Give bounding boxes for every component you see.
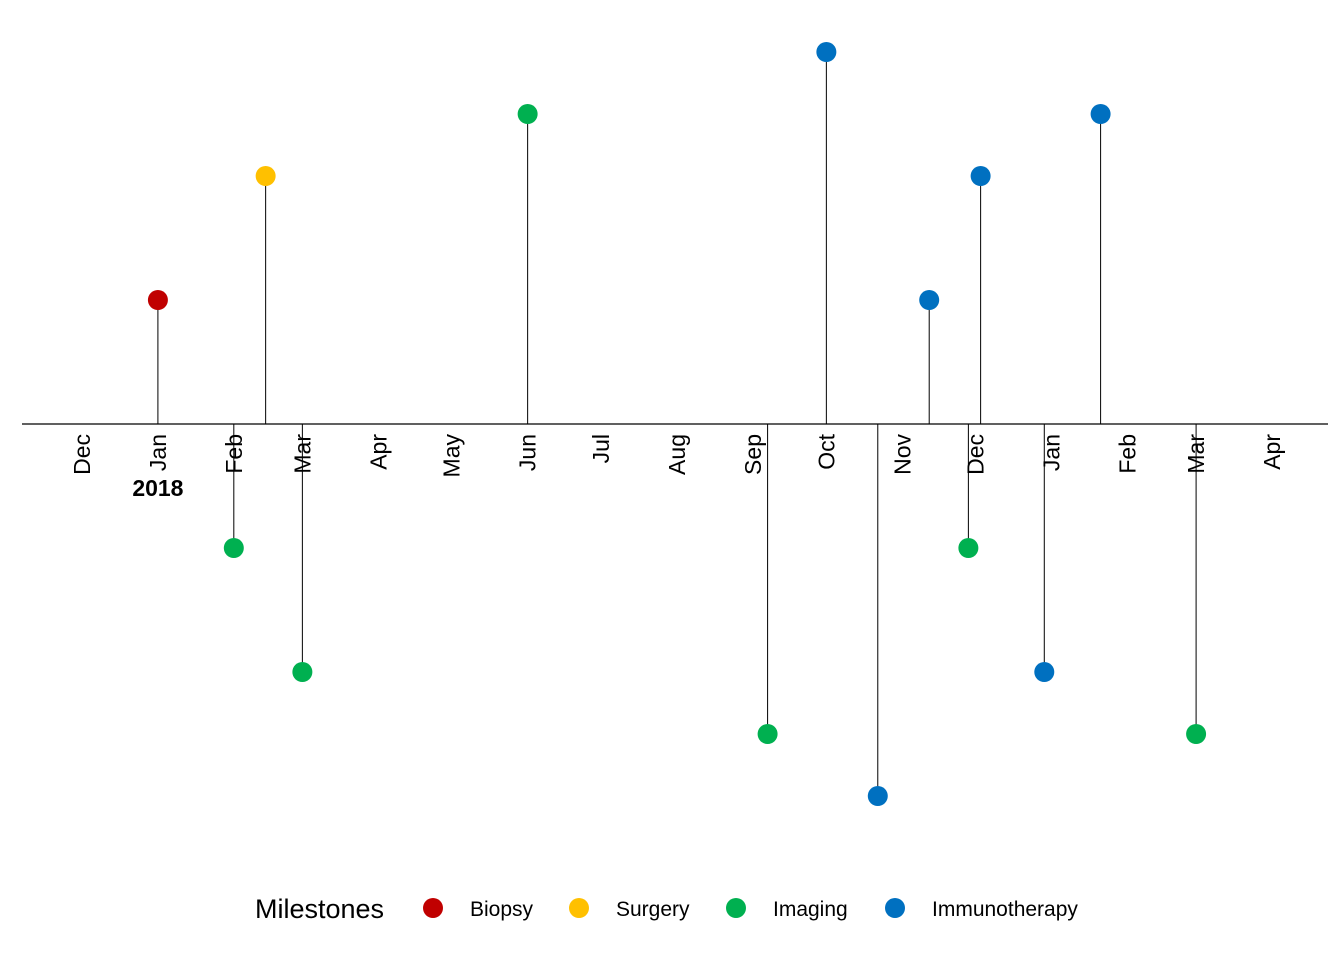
legend-swatch-surgery <box>569 898 589 918</box>
month-tick-label: Dec <box>963 434 989 475</box>
legend: Milestones Biopsy Surgery Imaging Immunothe… <box>255 894 1078 924</box>
event-point-imaging <box>223 538 244 558</box>
month-tick-label: Nov <box>889 434 915 475</box>
event-point-surgery <box>255 166 276 186</box>
legend-items: Biopsy Surgery Imaging Immunotherapy <box>423 898 1078 921</box>
month-tick-label: Sep <box>740 434 766 475</box>
legend-swatch-imaging <box>726 898 746 918</box>
legend-label-imaging: Imaging <box>773 898 848 921</box>
event-point-immunotherapy <box>816 42 837 62</box>
event-point-immunotherapy <box>970 166 991 186</box>
event-point-imaging <box>958 538 979 558</box>
month-tick-label: Mar <box>289 434 315 474</box>
month-tick-label: Dec <box>69 434 95 475</box>
month-tick-label: Oct <box>813 433 839 469</box>
event-point-imaging <box>757 724 778 744</box>
event-point-imaging <box>292 662 313 682</box>
event-point-immunotherapy <box>1034 662 1055 682</box>
legend-title: Milestones <box>255 894 384 924</box>
month-tick-label: May <box>439 434 465 478</box>
event-point-immunotherapy <box>867 786 888 806</box>
month-tick-label: Feb <box>1115 434 1141 474</box>
event-point-immunotherapy <box>1090 104 1111 124</box>
legend-label-biopsy: Biopsy <box>470 898 534 921</box>
event-stems <box>157 52 1197 796</box>
month-tick-label: Jan <box>145 434 171 471</box>
event-point-biopsy <box>147 290 168 310</box>
month-tick-label: Jul <box>588 434 614 463</box>
month-tick-label: Jan <box>1039 434 1065 471</box>
year-label: 2018 <box>132 475 183 501</box>
month-tick-label: Aug <box>664 434 690 475</box>
event-points <box>147 42 1207 806</box>
event-point-imaging <box>517 104 538 124</box>
month-tick-label: Feb <box>221 434 247 474</box>
legend-label-immunotherapy: Immunotherapy <box>932 898 1078 921</box>
legend-swatch-biopsy <box>423 898 443 918</box>
year-labels: 2018 <box>132 475 183 501</box>
legend-label-surgery: Surgery <box>616 898 690 921</box>
month-tick-label: Apr <box>1259 434 1285 470</box>
month-tick-labels: Dec Jan Feb Mar Apr May Jun Jul Aug Sep Oct Nov Dec J… <box>69 433 1285 477</box>
event-point-imaging <box>1186 724 1207 744</box>
legend-swatch-immunotherapy <box>885 898 905 918</box>
month-tick-label: Mar <box>1183 434 1209 474</box>
month-tick-label: Jun <box>515 434 541 471</box>
event-point-immunotherapy <box>919 290 940 310</box>
month-tick-label: Apr <box>365 434 391 470</box>
